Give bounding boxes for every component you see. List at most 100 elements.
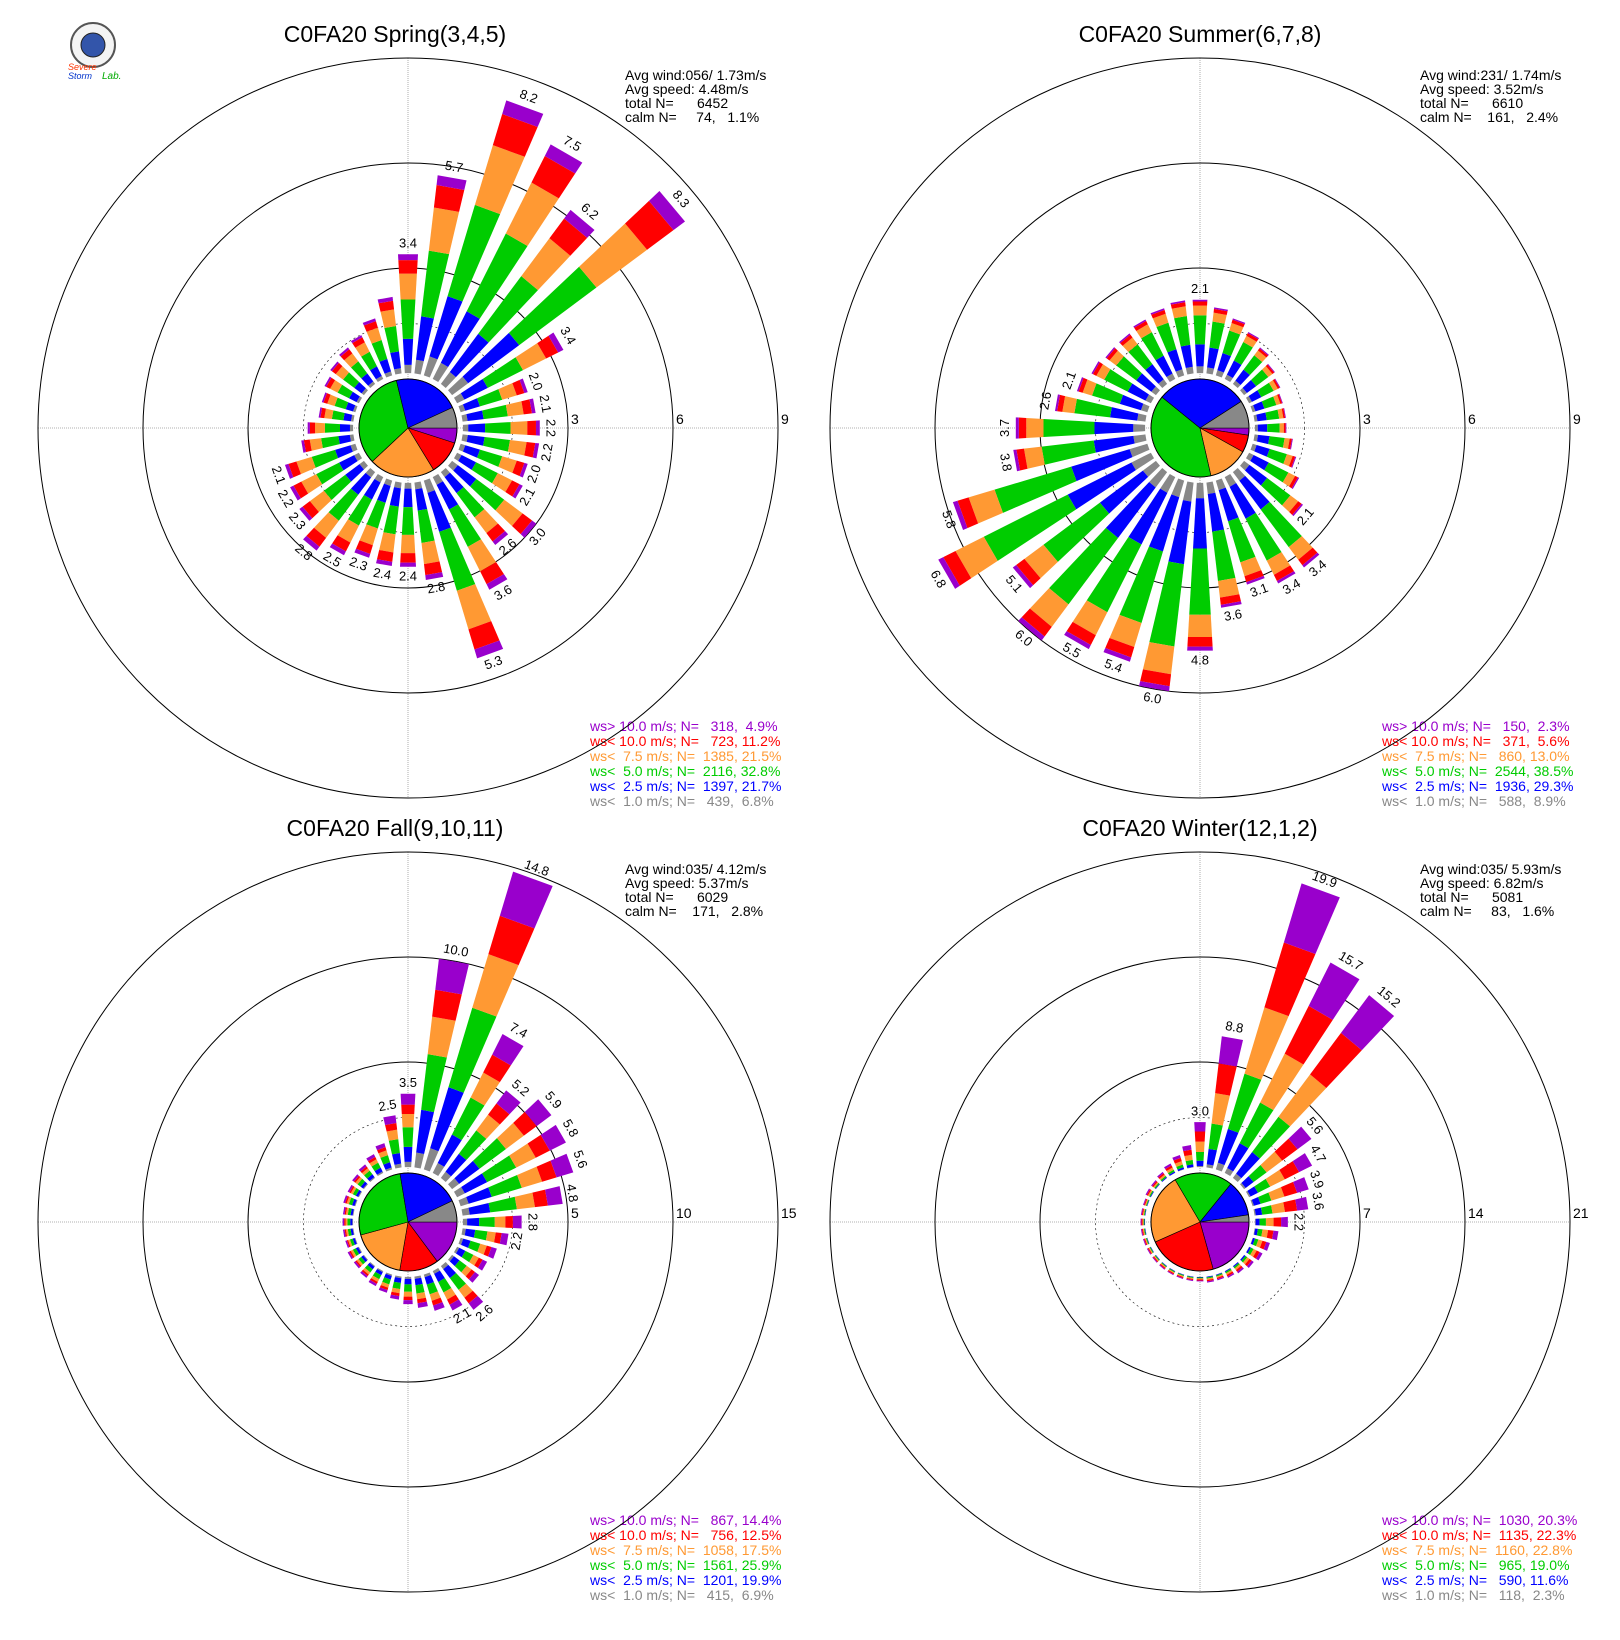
wind-bar: [458, 1237, 497, 1259]
wind-bar-segment-ws-lt-10: [505, 1215, 513, 1229]
wind-bar-segment-ws-gt-10: [1302, 552, 1320, 568]
wind-bar-segment-ws-lt-5: [323, 474, 352, 500]
wind-bar-segment-ws-lt-1: [1129, 443, 1150, 458]
wind-bar: [362, 318, 393, 378]
wind-bar-segment-ws-lt-1: [448, 1178, 460, 1190]
lab-logo: Severe Storm Lab.: [68, 22, 121, 82]
wind-bar: [938, 452, 1155, 589]
wind-bar-segment-ws-lt-1: [462, 424, 469, 432]
wind-bar-segment-ws-lt-10: [549, 218, 588, 256]
wind-bar-segment-ws-gt-10: [1143, 1238, 1147, 1246]
bar-value-label: 8.2: [518, 86, 540, 106]
wind-bar-segment-ws-lt-1: [1182, 481, 1194, 502]
wind-bar-segment-ws-lt-1: [432, 362, 449, 383]
wind-bar: [423, 478, 504, 659]
wind-bar-segment-ws-lt-2-5: [1254, 1228, 1258, 1236]
wind-bar-segment-ws-gt-10: [397, 254, 419, 261]
ring-circle: [247, 1061, 569, 1383]
wind-bar: [1140, 1228, 1147, 1236]
wind-bar-segment-ws-gt-10: [1176, 1275, 1184, 1279]
wind-bar: [1254, 1216, 1288, 1228]
wind-bar-segment-ws-lt-10: [1106, 348, 1118, 361]
wind-bar-segment-ws-lt-2-5: [402, 338, 414, 365]
wind-bar-segment-ws-lt-5: [1266, 448, 1287, 464]
wind-bar-segment-ws-lt-5: [1189, 548, 1211, 615]
wind-bar-segment-ws-lt-7-5: [507, 439, 527, 456]
wind-bar-segment-ws-lt-1: [358, 1246, 363, 1253]
legend-ws-lt-1: ws< 1.0 m/s; N= 439, 6.8%: [589, 793, 774, 809]
wind-bar: [1245, 452, 1300, 489]
ring-label: 7: [1363, 1205, 1371, 1221]
legend-ws-lt-10: ws< 10.0 m/s; N= 723, 11.2%: [589, 733, 780, 749]
wind-bar: [339, 347, 376, 388]
wind-bar-segment-ws-lt-7-5: [1240, 556, 1262, 577]
wind-bar: [1172, 1154, 1185, 1172]
wind-bar-segment-ws-gt-10: [477, 1259, 488, 1271]
wind-bar-segment-ws-lt-10: [390, 1291, 400, 1297]
wind-bar-segment-ws-lt-7-5: [1273, 394, 1281, 406]
wind-bar-segment-ws-gt-10: [1291, 477, 1300, 489]
stat-total-n: total N= 6029: [625, 889, 728, 905]
wind-bar: [432, 144, 583, 383]
bar-value-label: 5.8: [560, 1116, 582, 1139]
wind-bar: [461, 1186, 563, 1216]
wind-bar-segment-ws-lt-5: [1252, 1238, 1259, 1247]
wind-bar-segment-ws-lt-5: [1247, 1247, 1254, 1255]
wind-bar-segment-ws-lt-7-5: [1279, 423, 1284, 433]
wind-bar-segment-ws-lt-7-5: [371, 1275, 380, 1282]
wind-bar: [400, 1093, 416, 1168]
wind-bar-segment-ws-lt-10: [1141, 1218, 1143, 1226]
wind-bar-segment-ws-lt-1: [1232, 468, 1246, 481]
wind-bar-segment-ws-lt-10: [464, 1290, 478, 1304]
wind-bar-segment-ws-lt-10: [432, 989, 462, 1021]
wind-bar-segment-ws-lt-2-5: [444, 472, 464, 494]
wind-bar-segment-ws-lt-2-5: [379, 358, 392, 374]
wind-bar: [423, 100, 544, 378]
wind-bar-segment-ws-lt-5: [458, 1130, 487, 1161]
wind-bar-segment-ws-lt-10: [1272, 379, 1280, 389]
legend-ws-lt-2-5: ws< 2.5 m/s; N= 590, 11.6%: [1381, 1572, 1569, 1588]
wind-bar-segment-ws-gt-10: [502, 100, 544, 127]
wind-bar-segment-ws-lt-10: [1264, 942, 1316, 1017]
wind-bar-segment-ws-lt-2-5: [354, 381, 366, 394]
wind-bar-segment-ws-gt-10: [347, 1251, 354, 1260]
wind-bar-segment-ws-lt-10: [505, 480, 520, 497]
wind-bar-segment-ws-lt-10: [1183, 1149, 1193, 1157]
wind-bar: [1145, 1188, 1155, 1198]
wind-bar-segment-ws-gt-10: [1133, 319, 1147, 328]
wind-bar-segment-ws-lt-2-5: [1246, 1246, 1252, 1254]
ring-label: 3: [1363, 411, 1371, 427]
wind-bar-segment-ws-lt-1: [1215, 478, 1226, 491]
wind-bar-segment-ws-lt-5: [352, 1188, 360, 1196]
wind-bar-segment-ws-lt-1: [394, 1163, 402, 1169]
wind-bar: [432, 1034, 524, 1177]
wind-bar-segment-ws-gt-10: [376, 559, 393, 567]
bar-value-label: 2.2: [538, 442, 556, 462]
wind-bar: [1206, 481, 1242, 608]
panel-title: C0FA20 Fall(9,10,11): [287, 815, 504, 841]
wind-bar-segment-ws-gt-10: [1140, 1228, 1144, 1236]
wind-bar-segment-ws-lt-10: [340, 349, 353, 361]
wind-bar-segment-ws-lt-7-5: [315, 422, 325, 434]
wind-bar: [1215, 318, 1246, 378]
wind-bar-segment-ws-gt-10: [1119, 333, 1131, 344]
wind-bar-segment-ws-lt-7-5: [461, 1265, 472, 1277]
wind-bar-segment-ws-gt-10: [1152, 1257, 1158, 1263]
wind-bar-segment-ws-lt-2-5: [361, 373, 374, 386]
wind-bar: [343, 1195, 358, 1207]
wind-bar-segment-ws-lt-5: [1241, 1255, 1248, 1263]
wind-bar-segment-ws-lt-2-5: [437, 1134, 462, 1167]
wind-bar-segment-ws-lt-2-5: [1150, 1246, 1154, 1253]
wind-bar-segment-ws-lt-7-5: [350, 1249, 357, 1258]
wind-bar-segment-ws-lt-5: [470, 478, 505, 511]
wind-bar-segment-ws-lt-7-5: [1288, 536, 1313, 560]
wind-bar-segment-ws-lt-7-5: [1184, 1154, 1193, 1162]
wind-bar-segment-ws-lt-1: [1147, 1200, 1150, 1207]
wind-bar-segment-ws-lt-5: [508, 266, 597, 346]
wind-bar-segment-ws-lt-1: [1155, 1254, 1160, 1260]
wind-bar-segment-ws-lt-2-5: [1248, 390, 1262, 402]
wind-bar-segment-ws-lt-7-5: [386, 1129, 399, 1141]
wind-bar-segment-ws-lt-1: [1185, 366, 1194, 375]
bar-value-label: 7.5: [561, 132, 584, 154]
wind-bar-segment-ws-lt-2-5: [1255, 1218, 1260, 1226]
